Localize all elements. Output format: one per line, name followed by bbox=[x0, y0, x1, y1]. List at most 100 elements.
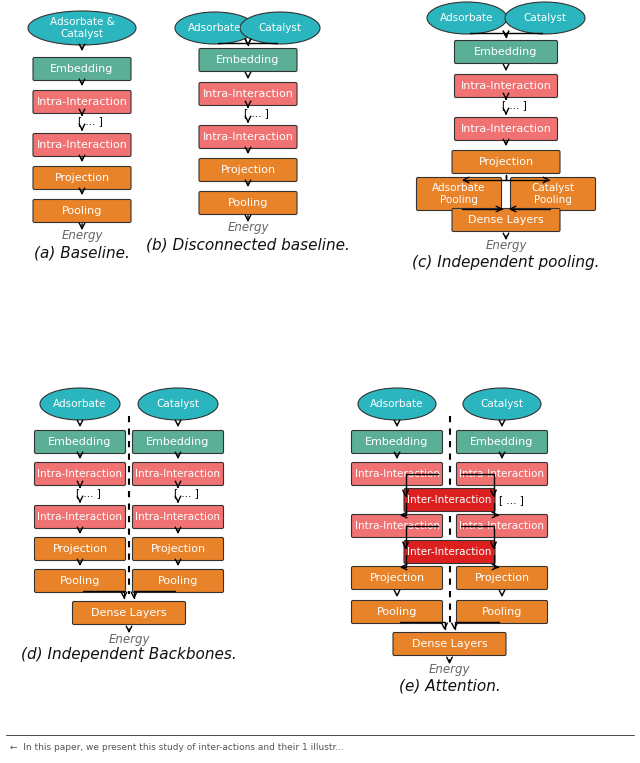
Text: Pooling: Pooling bbox=[60, 576, 100, 586]
Text: Catalyst: Catalyst bbox=[259, 23, 301, 33]
Text: Pooling: Pooling bbox=[228, 198, 268, 208]
FancyBboxPatch shape bbox=[132, 462, 223, 485]
Text: Embedding: Embedding bbox=[474, 47, 538, 57]
Text: Embedding: Embedding bbox=[470, 437, 534, 447]
Ellipse shape bbox=[240, 12, 320, 44]
FancyBboxPatch shape bbox=[404, 540, 495, 564]
Ellipse shape bbox=[427, 2, 507, 34]
Text: Catalyst: Catalyst bbox=[157, 399, 200, 409]
FancyBboxPatch shape bbox=[454, 75, 557, 98]
Text: Intra-Interaction: Intra-Interaction bbox=[355, 469, 440, 479]
FancyBboxPatch shape bbox=[456, 566, 547, 590]
FancyBboxPatch shape bbox=[33, 91, 131, 114]
Text: Energy: Energy bbox=[429, 664, 470, 677]
Text: Intra-Interaction: Intra-Interaction bbox=[38, 512, 122, 522]
FancyBboxPatch shape bbox=[404, 488, 495, 511]
FancyBboxPatch shape bbox=[511, 178, 595, 211]
Text: Catalyst: Catalyst bbox=[481, 399, 524, 409]
FancyBboxPatch shape bbox=[351, 462, 442, 485]
FancyBboxPatch shape bbox=[199, 49, 297, 72]
Text: Embedding: Embedding bbox=[147, 437, 210, 447]
FancyBboxPatch shape bbox=[35, 506, 125, 529]
FancyBboxPatch shape bbox=[35, 569, 125, 593]
FancyBboxPatch shape bbox=[199, 192, 297, 214]
Text: Adsorbate: Adsorbate bbox=[53, 399, 107, 409]
FancyBboxPatch shape bbox=[35, 537, 125, 561]
Text: (a) Baseline.: (a) Baseline. bbox=[34, 246, 130, 260]
Text: Projection: Projection bbox=[369, 573, 424, 583]
Text: Pooling: Pooling bbox=[377, 607, 417, 617]
Text: Dense Layers: Dense Layers bbox=[412, 639, 487, 649]
Ellipse shape bbox=[175, 12, 255, 44]
FancyBboxPatch shape bbox=[456, 514, 547, 537]
FancyBboxPatch shape bbox=[132, 569, 223, 593]
Text: Catalyst
Pooling: Catalyst Pooling bbox=[531, 183, 575, 204]
Ellipse shape bbox=[358, 388, 436, 420]
Text: Dense Layers: Dense Layers bbox=[468, 215, 544, 225]
FancyBboxPatch shape bbox=[33, 199, 131, 223]
Text: Embedding: Embedding bbox=[51, 64, 114, 74]
Ellipse shape bbox=[138, 388, 218, 420]
Text: Intra-Interaction: Intra-Interaction bbox=[461, 81, 552, 91]
Text: Pooling: Pooling bbox=[62, 206, 102, 216]
FancyBboxPatch shape bbox=[35, 430, 125, 453]
FancyBboxPatch shape bbox=[33, 166, 131, 189]
FancyBboxPatch shape bbox=[456, 430, 547, 453]
Text: (d) Independent Backbones.: (d) Independent Backbones. bbox=[21, 648, 237, 662]
FancyBboxPatch shape bbox=[393, 633, 506, 655]
Text: Energy: Energy bbox=[108, 633, 150, 645]
Text: Energy: Energy bbox=[61, 230, 103, 243]
Text: [ ... ]: [ ... ] bbox=[173, 488, 198, 498]
FancyBboxPatch shape bbox=[456, 600, 547, 623]
FancyBboxPatch shape bbox=[132, 430, 223, 453]
Text: Projection: Projection bbox=[52, 544, 108, 554]
Text: Projection: Projection bbox=[479, 157, 534, 167]
Text: Intra-Interaction: Intra-Interaction bbox=[136, 469, 221, 479]
Text: Intra-Interaction: Intra-Interaction bbox=[36, 140, 127, 150]
FancyBboxPatch shape bbox=[132, 506, 223, 529]
Ellipse shape bbox=[28, 11, 136, 45]
Text: Inter-Interaction: Inter-Interaction bbox=[407, 495, 492, 505]
FancyBboxPatch shape bbox=[454, 118, 557, 140]
Text: Adsorbate &
Catalyst: Adsorbate & Catalyst bbox=[50, 18, 115, 39]
Text: Inter-Interaction: Inter-Interaction bbox=[407, 547, 492, 557]
Text: Embedding: Embedding bbox=[216, 55, 280, 65]
FancyBboxPatch shape bbox=[33, 57, 131, 81]
FancyBboxPatch shape bbox=[454, 40, 557, 63]
FancyBboxPatch shape bbox=[351, 566, 442, 590]
Ellipse shape bbox=[40, 388, 120, 420]
FancyBboxPatch shape bbox=[351, 430, 442, 453]
FancyBboxPatch shape bbox=[33, 134, 131, 156]
Text: Energy: Energy bbox=[485, 240, 527, 253]
Text: Intra-Interaction: Intra-Interaction bbox=[136, 512, 221, 522]
FancyBboxPatch shape bbox=[351, 600, 442, 623]
Text: Embedding: Embedding bbox=[48, 437, 112, 447]
FancyBboxPatch shape bbox=[351, 514, 442, 537]
FancyBboxPatch shape bbox=[452, 208, 560, 231]
Text: Intra-Interaction: Intra-Interaction bbox=[36, 97, 127, 107]
Text: Adsorbate: Adsorbate bbox=[371, 399, 424, 409]
Text: Embedding: Embedding bbox=[365, 437, 429, 447]
FancyBboxPatch shape bbox=[452, 150, 560, 173]
Text: Projection: Projection bbox=[150, 544, 205, 554]
Text: [ ... ]: [ ... ] bbox=[499, 495, 524, 505]
Text: Pooling: Pooling bbox=[482, 607, 522, 617]
Text: [ ... ]: [ ... ] bbox=[502, 100, 527, 110]
FancyBboxPatch shape bbox=[199, 82, 297, 105]
Ellipse shape bbox=[505, 2, 585, 34]
Text: Intra-Interaction: Intra-Interaction bbox=[38, 469, 122, 479]
FancyBboxPatch shape bbox=[35, 462, 125, 485]
Text: Catalyst: Catalyst bbox=[524, 13, 566, 23]
Text: Energy: Energy bbox=[227, 221, 269, 234]
Text: Adsorbate: Adsorbate bbox=[440, 13, 493, 23]
Text: Intra-Interaction: Intra-Interaction bbox=[460, 521, 545, 531]
Text: (b) Disconnected baseline.: (b) Disconnected baseline. bbox=[146, 237, 350, 253]
Text: Projection: Projection bbox=[220, 165, 276, 175]
Text: Intra-Interaction: Intra-Interaction bbox=[461, 124, 552, 134]
Text: [ ... ]: [ ... ] bbox=[76, 488, 100, 498]
Text: [ ... ]: [ ... ] bbox=[244, 108, 268, 118]
Text: Intra-Interaction: Intra-Interaction bbox=[460, 469, 545, 479]
Text: Projection: Projection bbox=[54, 173, 109, 183]
Text: Adsorbate
Pooling: Adsorbate Pooling bbox=[432, 183, 486, 204]
Text: Dense Layers: Dense Layers bbox=[91, 608, 167, 618]
